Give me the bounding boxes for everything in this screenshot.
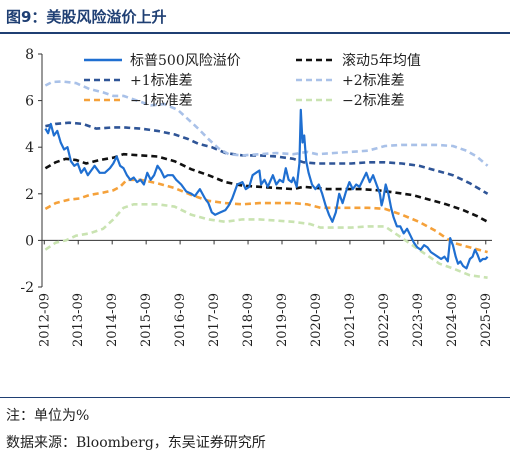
risk-premium-chart: -2 0 2 4 6 8 2012-09 2013-09 2014-09 2015-09 2016-…: [20, 47, 493, 347]
legend-label: +2标准差: [342, 73, 405, 89]
x-tick-label: 2017-09: [207, 293, 222, 347]
legend-label: 标普500风险溢价: [130, 53, 241, 69]
x-tick-label: 2016-09: [173, 293, 188, 347]
source-note: 数据来源：Bloomberg，东吴证券研究所: [6, 435, 266, 451]
y-tick-label: 0: [25, 233, 34, 249]
legend-label: −2标准差: [342, 93, 405, 109]
series-line-5: [44, 152, 489, 223]
axes: -2 0 2 4 6 8 2012-09 2013-09 2014-09 2015-09 2016-…: [20, 47, 493, 347]
series-lines: [44, 80, 489, 279]
legend-label: 滚动5年均值: [342, 52, 421, 69]
y-tick-label: -2: [20, 280, 34, 296]
x-tick-label: 2019-09: [275, 293, 290, 347]
x-tick-label: 2015-09: [139, 293, 154, 347]
title-rule: [0, 32, 510, 34]
y-tick-label: 2: [25, 187, 34, 203]
legend: 标普500风险溢价 滚动5年均值 +1标准差 +2标准差 −1标准差 −2标准差: [84, 52, 421, 109]
x-tick-label: 2013-09: [71, 293, 86, 347]
series-line-2: [44, 203, 488, 279]
y-tick-label: 8: [25, 47, 34, 63]
unit-note: 注：单位为%: [6, 408, 90, 424]
x-tick-label: 2024-09: [445, 293, 460, 347]
legend-label: +1标准差: [130, 73, 193, 89]
x-tick-label: 2023-09: [411, 293, 426, 347]
x-tick-label: 2020-09: [309, 293, 324, 347]
x-tick-label: 2025-09: [479, 293, 494, 347]
series-line-1: [45, 121, 489, 195]
x-tick-label: 2021-09: [343, 293, 358, 347]
series-line-1: [44, 178, 488, 254]
x-tick-label: 2022-09: [377, 293, 392, 347]
y-tick-label: 6: [25, 94, 34, 110]
series-line-500: [44, 108, 489, 270]
x-tick-label: 2012-09: [37, 293, 52, 347]
series-line-2: [44, 80, 489, 167]
y-tick-label: 4: [25, 140, 34, 156]
x-tick-label: 2018-09: [241, 293, 256, 347]
legend-label: −1标准差: [130, 93, 193, 109]
notes-rule: [0, 397, 510, 398]
figure-title: 图9：美股风险溢价上升: [6, 8, 167, 26]
x-tick-label: 2014-09: [105, 293, 120, 347]
